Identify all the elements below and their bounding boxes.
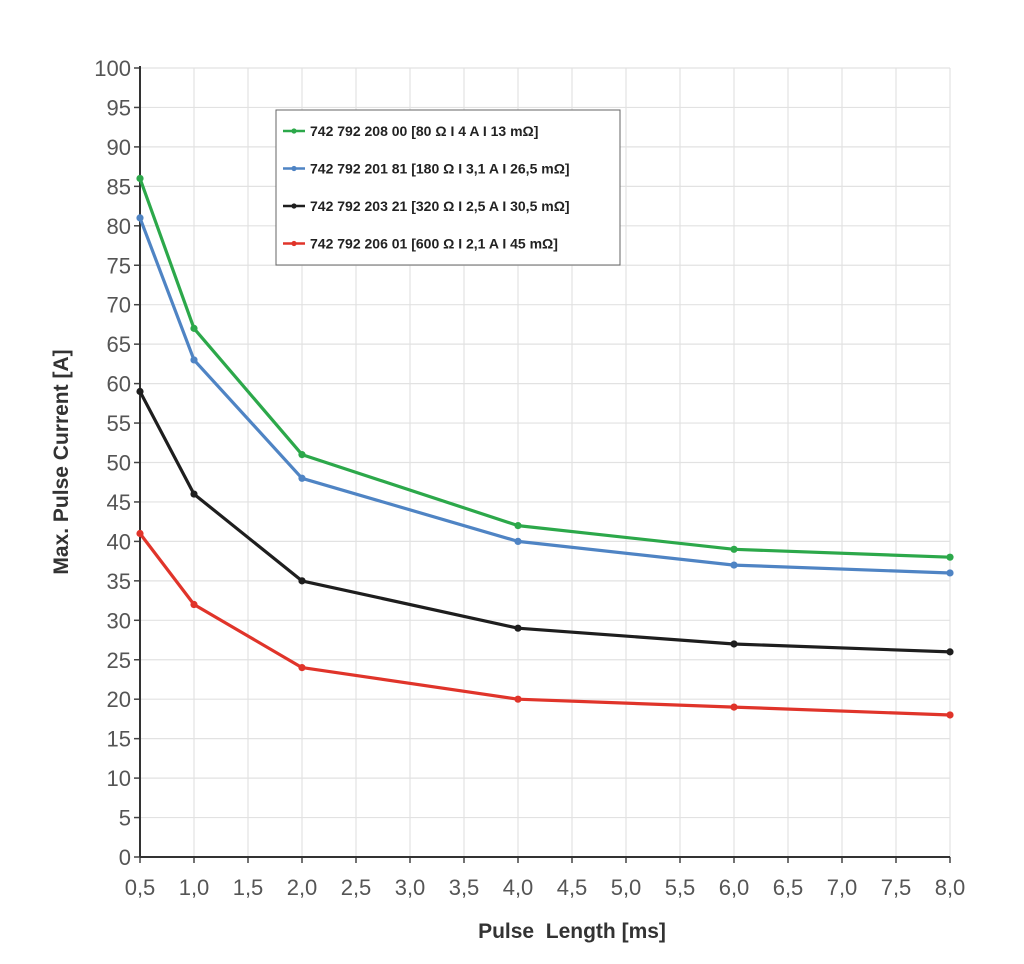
data-point: [190, 324, 198, 332]
legend-entry-label: 742 792 208 00 [80 Ω I 4 A I 13 mΩ]: [310, 123, 538, 139]
y-tick-label: 80: [107, 214, 131, 239]
data-point: [946, 553, 954, 561]
y-tick-label: 95: [107, 95, 131, 120]
x-tick-label: 7,0: [827, 875, 858, 900]
data-point: [190, 490, 198, 498]
y-tick-label: 50: [107, 451, 131, 476]
x-axis-title: Pulse Length [ms]: [478, 920, 666, 943]
y-tick-label: 60: [107, 372, 131, 397]
x-tick-label: 3,0: [395, 875, 426, 900]
data-point: [298, 664, 306, 672]
y-tick-label: 55: [107, 411, 131, 436]
series-lines: [136, 174, 954, 719]
x-tick-label: 2,0: [287, 875, 318, 900]
data-point: [946, 711, 954, 719]
x-tick-label: 8,0: [935, 875, 966, 900]
series-line-2: [138, 217, 951, 575]
x-tick-label: 0,5: [125, 875, 156, 900]
x-tick-label: 2,5: [341, 875, 372, 900]
series-line-3: [138, 390, 951, 654]
x-tick-label: 4,5: [557, 875, 588, 900]
legend-entry-label: 742 792 203 21 [320 Ω I 2,5 A I 30,5 mΩ]: [310, 198, 570, 214]
data-point: [946, 569, 954, 577]
data-point: [730, 561, 738, 569]
y-tick-label: 70: [107, 293, 131, 318]
y-tick-label: 0: [119, 845, 131, 870]
axes: [134, 66, 951, 863]
legend: 742 792 208 00 [80 Ω I 4 A I 13 mΩ] 742 7…: [275, 109, 621, 266]
legend-box: [275, 109, 621, 266]
data-point: [190, 600, 198, 609]
legend-marker: [291, 165, 297, 172]
data-point: [136, 174, 144, 183]
data-point: [298, 577, 306, 585]
legend-entry-label: 742 792 206 01 [600 Ω I 2,1 A I 45 mΩ]: [310, 236, 558, 252]
y-tick-label: 5: [119, 806, 131, 831]
data-point: [730, 545, 738, 553]
data-point: [298, 451, 306, 459]
legend-entry-label: 742 792 201 81 [180 Ω I 3,1 A I 26,5 mΩ]: [310, 161, 570, 177]
legend-marker: [291, 203, 297, 209]
x-tick-label: 1,0: [179, 875, 210, 900]
x-tick-label: 5,0: [611, 875, 642, 900]
data-point: [946, 648, 954, 656]
x-tick-labels: 0,5 1,0 1,5 2,0 2,5 3,0 3,5 4,0 4,5 5,0 5,5 6,0 6,5 7…: [125, 875, 966, 900]
x-tick-label: 6,0: [719, 875, 750, 900]
legend-marker: [291, 128, 297, 134]
x-tick-label: 7,5: [881, 875, 912, 900]
x-tick-label: 6,5: [773, 875, 804, 900]
y-tick-label: 25: [107, 648, 131, 673]
data-point: [730, 703, 738, 711]
y-tick-label: 30: [107, 608, 131, 633]
y-tick-labels: 0 5 10 15 20 25 30 35 40 45 50 55 60 65 70 75 80 85 90 95 10…: [94, 56, 131, 870]
y-tick-label: 15: [107, 727, 131, 752]
y-tick-label: 35: [107, 569, 131, 594]
data-point: [136, 387, 144, 396]
data-point: [136, 214, 144, 222]
x-tick-label: 3,5: [449, 875, 480, 900]
data-point: [730, 640, 738, 648]
y-tick-label: 100: [94, 56, 131, 81]
data-point: [190, 356, 198, 364]
y-tick-label: 90: [107, 135, 131, 160]
data-point: [514, 624, 522, 632]
y-axis-title: Max. Pulse Current [A]: [50, 349, 73, 574]
x-tick-label: 1,5: [233, 875, 264, 900]
data-point: [514, 537, 522, 546]
series-line-1: [138, 177, 951, 559]
data-point: [514, 695, 522, 703]
x-tick-label: 4,0: [503, 875, 534, 900]
series-line-4: [138, 532, 951, 717]
y-tick-label: 85: [107, 174, 131, 199]
y-tick-label: 20: [107, 687, 131, 712]
y-tick-label: 10: [107, 766, 131, 791]
y-tick-label: 40: [107, 529, 131, 554]
y-tick-label: 75: [107, 253, 131, 278]
data-point: [136, 529, 144, 538]
legend-marker: [291, 240, 297, 247]
x-tick-label: 5,5: [665, 875, 696, 900]
y-tick-label: 45: [107, 490, 131, 515]
y-tick-label: 65: [107, 332, 131, 357]
data-point: [298, 474, 306, 482]
data-point: [514, 522, 522, 530]
